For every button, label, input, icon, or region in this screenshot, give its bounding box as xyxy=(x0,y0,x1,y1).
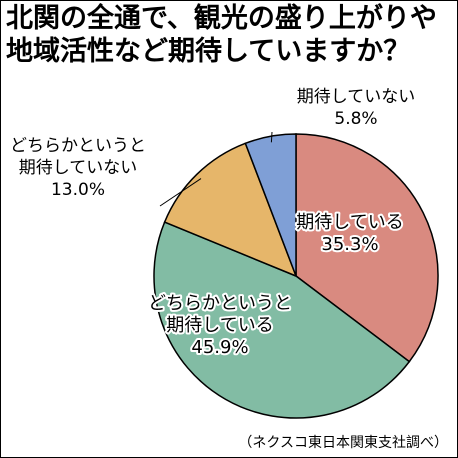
slice-category-label-2: 期待している xyxy=(166,315,273,336)
slice-value-label-4: 5.8% xyxy=(334,109,377,129)
slice-value-label-2: 45.9% xyxy=(191,337,248,358)
source-note: （ネクスコ東日本関東支社調べ） xyxy=(238,435,448,451)
pie-slice-1 xyxy=(295,133,439,363)
title-line-1: 北関の全通で、観光の盛り上がりや xyxy=(6,3,437,34)
slice-value-label-3: 13.0% xyxy=(51,180,105,200)
leader-line-3 xyxy=(159,178,202,207)
leader-lines xyxy=(159,131,273,207)
chart-title: 北関の全通で、観光の盛り上がりや 地域活性など期待していますか？ xyxy=(6,2,454,68)
title-line-2: 地域活性など期待していますか？ xyxy=(6,36,411,67)
pie-slice-3 xyxy=(163,142,298,278)
slice-category-label-4: 期待していない xyxy=(297,87,416,107)
leader-line-4 xyxy=(270,131,273,143)
pie-slice-4 xyxy=(244,133,297,277)
pie-slice-2 xyxy=(153,221,411,419)
slice-category-label-3: どちらかというと xyxy=(10,136,146,156)
pie-slices xyxy=(153,133,439,419)
slice-category-label-3: 期待していない xyxy=(19,158,138,178)
slice-labels: 期待している35.3%どちらかというと期待している45.9%どちらかというと期待… xyxy=(10,87,416,360)
slice-category-label-1: 期待している xyxy=(296,212,403,233)
slice-value-label-1: 35.3% xyxy=(321,234,378,255)
slice-category-label-2: どちらかというと xyxy=(148,293,292,314)
